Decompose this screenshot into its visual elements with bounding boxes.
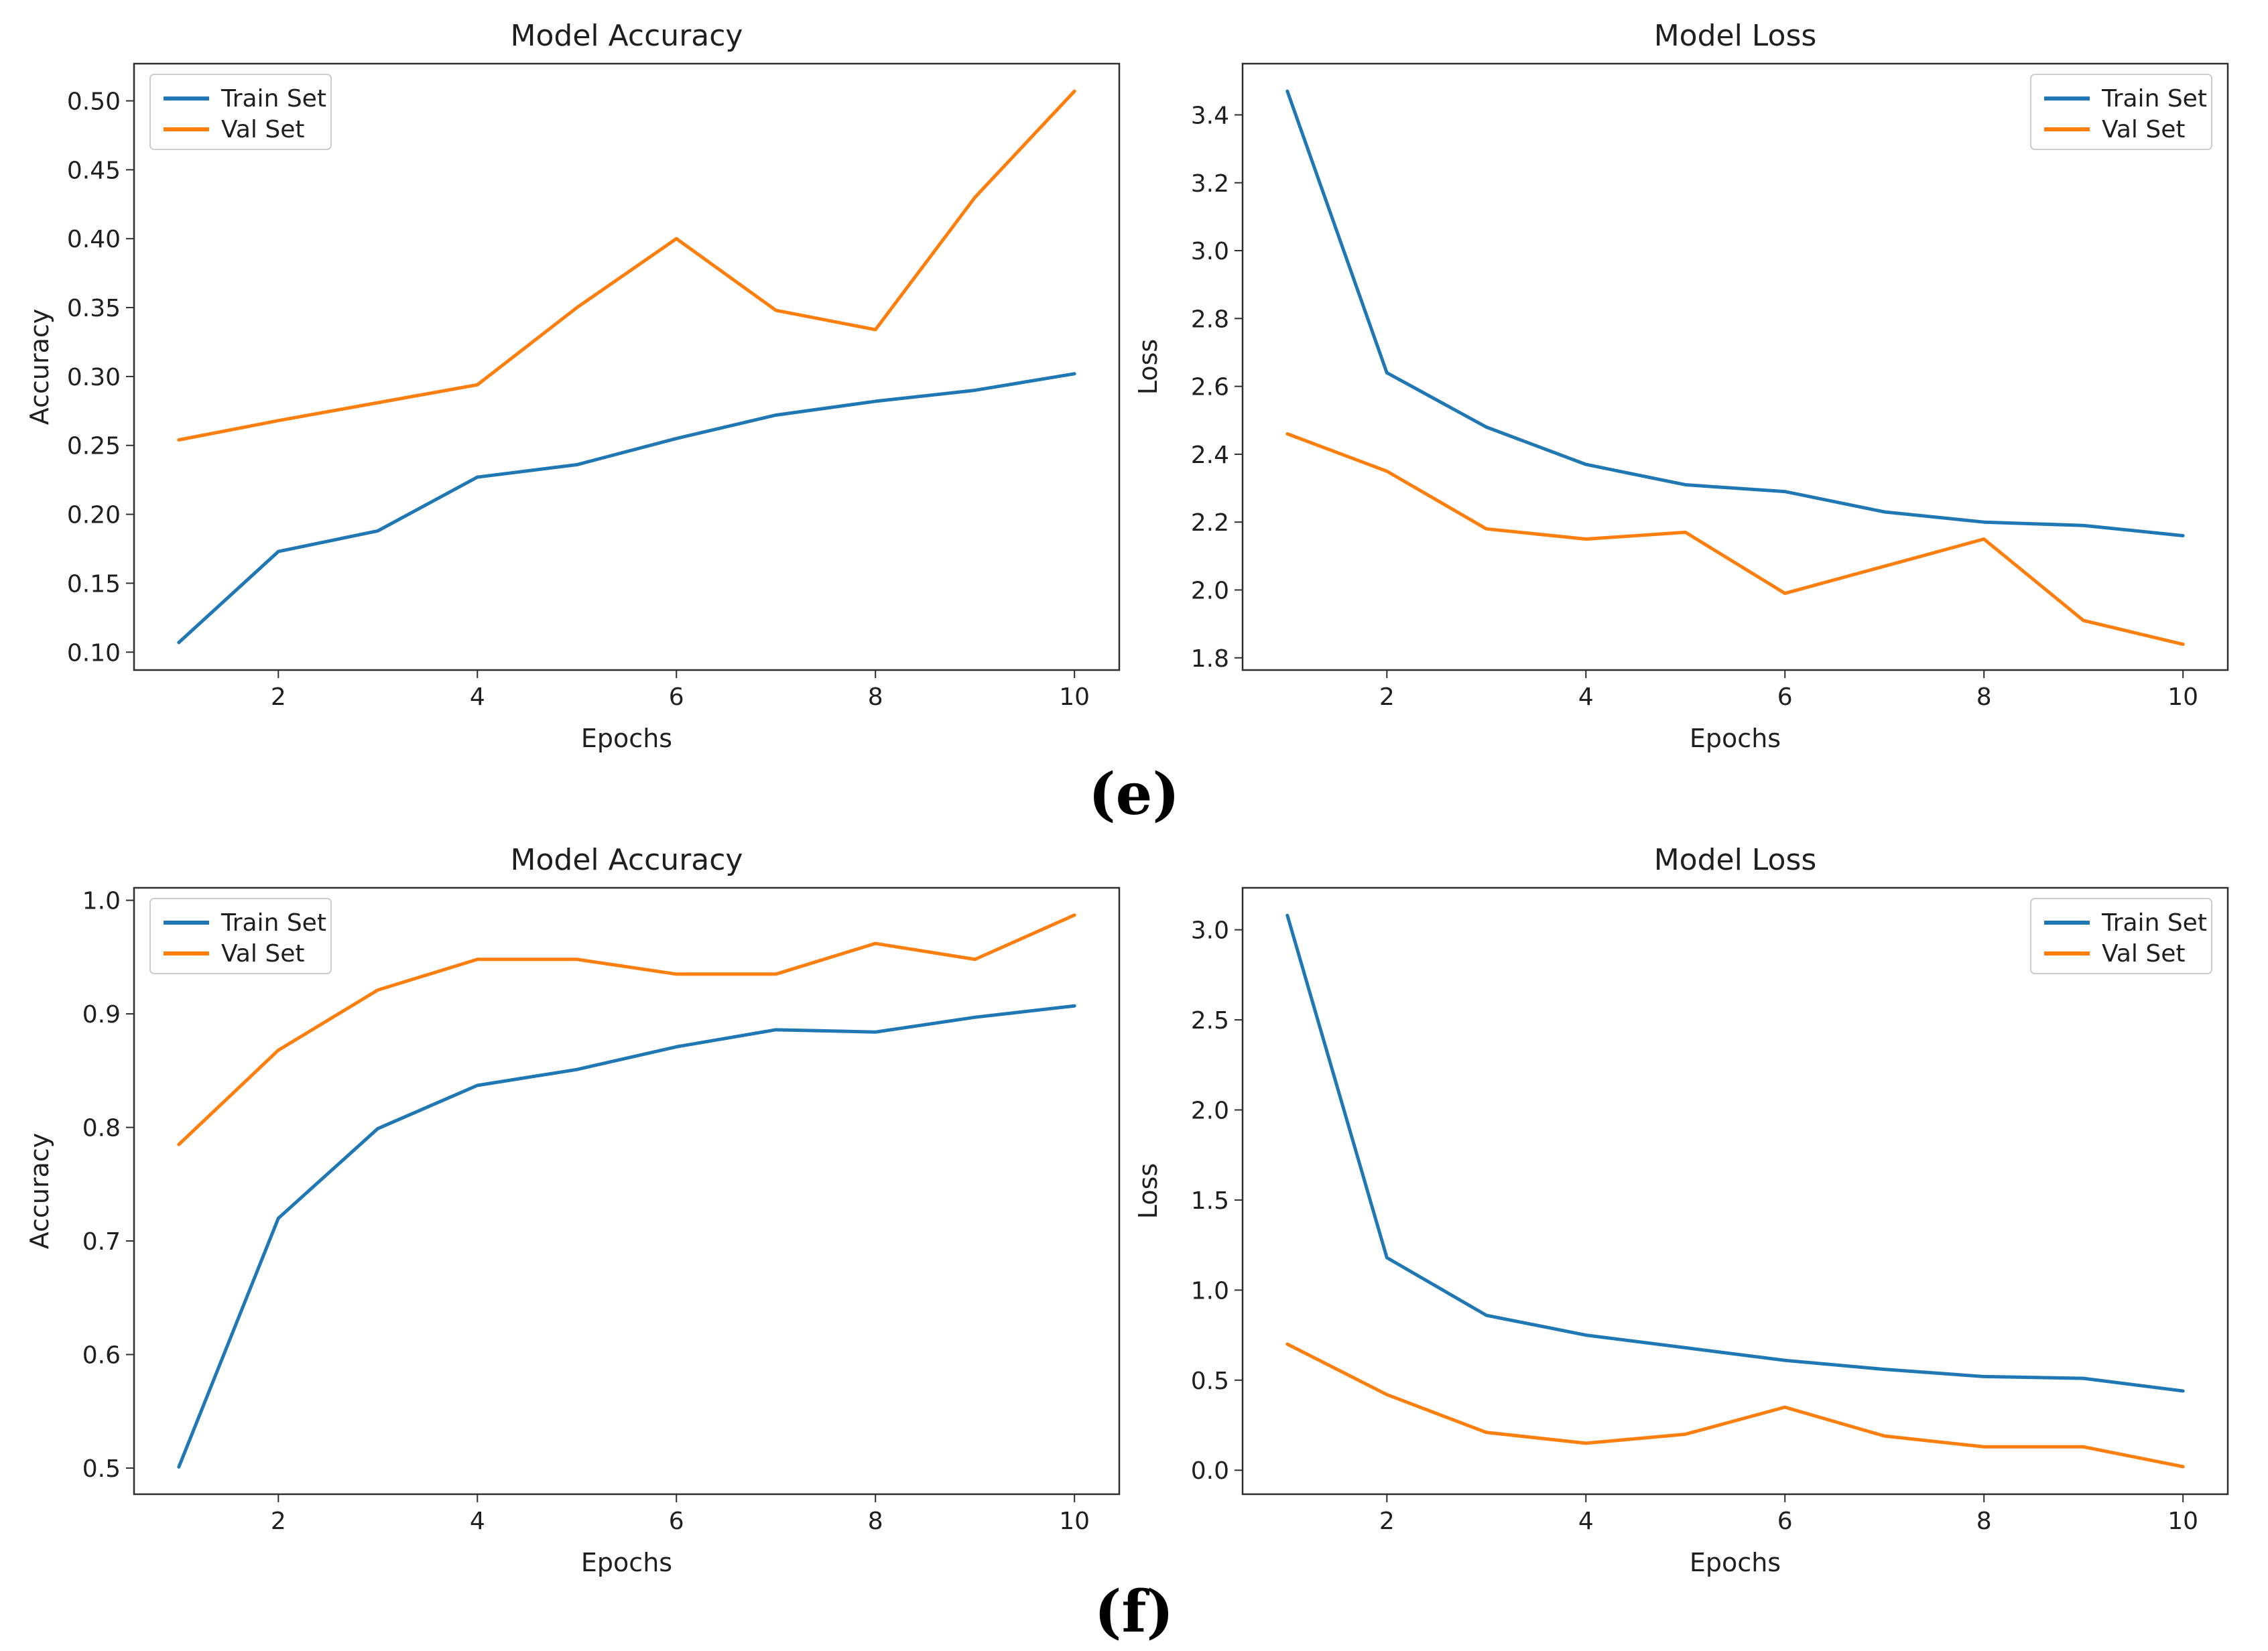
- x-axis-tick-label: 6: [669, 683, 684, 711]
- x-axis-tick-label: 6: [1777, 683, 1793, 711]
- x-axis-label: Epochs: [1690, 724, 1781, 753]
- y-axis-label: Loss: [1133, 1163, 1163, 1219]
- x-axis-tick-label: 4: [470, 683, 485, 711]
- panel-caption-f: (f): [1094, 1578, 1174, 1646]
- legend-label-train-set: Train Set: [220, 909, 326, 937]
- plot-area: [133, 886, 1121, 1496]
- chart-title: Model Loss: [1654, 843, 1817, 877]
- x-axis-label: Epochs: [1690, 1548, 1781, 1577]
- y-axis-tick-label: 2.6: [1191, 374, 1229, 401]
- chart-model-accuracy-f: 2 4 6 8 10 0.5 0.6 0.7 0.8 0.9 1.0 Model Accuracy Ep…: [20, 838, 1159, 1608]
- x-axis-tick-label: 8: [868, 1508, 883, 1535]
- model-accuracy-f-canvas: 2 4 6 8 10 0.5 0.6 0.7 0.8 0.9 1.0 Model Accuracy Ep…: [25, 843, 1121, 1577]
- chart-title: Model Loss: [1654, 19, 1817, 53]
- x-axis-tick-label: 4: [1578, 1508, 1594, 1535]
- series-line-val-set: [1285, 1342, 2185, 1469]
- y-axis-tick-label: 0.6: [82, 1342, 121, 1370]
- plot-area: [1241, 886, 2229, 1496]
- x-axis-tick-label: 2: [1379, 1508, 1395, 1535]
- chart-title: Model Accuracy: [511, 19, 743, 53]
- legend-label-val-set: Val Set: [221, 116, 304, 143]
- y-axis-tick-label: 3.0: [1191, 238, 1229, 265]
- plot-area: [1241, 62, 2229, 671]
- chart-model-accuracy-e: 2 4 6 8 10 0.10 0.15 0.20 0.25 0.30 0.35 0.40 0.45 0.…: [20, 13, 1159, 784]
- y-axis-tick-label: 2.8: [1191, 306, 1229, 333]
- x-axis-tick-label: 8: [1976, 683, 1992, 711]
- y-axis-label: Loss: [1133, 339, 1163, 395]
- legend-label-train-set: Train Set: [220, 85, 326, 113]
- y-axis-tick-label: 0.45: [67, 157, 121, 184]
- y-axis-tick-label: 2.5: [1191, 1007, 1229, 1035]
- plot-area: [133, 62, 1121, 671]
- y-axis-tick-label: 0.40: [67, 226, 121, 253]
- x-axis-tick-label: 6: [1777, 1508, 1793, 1535]
- legend-label-train-set: Train Set: [2101, 85, 2207, 113]
- y-axis-tick-label: 2.4: [1191, 442, 1229, 469]
- x-axis-label: Epochs: [581, 1548, 672, 1577]
- panel-caption-e: (e): [1088, 761, 1180, 828]
- legend: Train Set Val Set: [149, 74, 332, 150]
- y-axis-tick-label: 0.10: [67, 639, 121, 667]
- y-axis-tick-label: 3.0: [1191, 917, 1229, 945]
- y-axis-tick-label: 0.9: [82, 1001, 121, 1029]
- legend: Train Set Val Set: [2030, 74, 2212, 150]
- y-axis-label: Accuracy: [25, 1133, 54, 1250]
- y-axis-tick-label: 2.0: [1191, 577, 1229, 604]
- series-line-train-set: [1285, 89, 2185, 537]
- x-axis-tick-label: 10: [1059, 683, 1090, 711]
- x-axis-tick-label: 2: [271, 1508, 286, 1535]
- legend: Train Set Val Set: [149, 898, 332, 974]
- y-axis-tick-label: 2.2: [1191, 509, 1229, 537]
- chart-title: Model Accuracy: [511, 843, 743, 877]
- series-line-train-set: [177, 1004, 1076, 1469]
- y-axis-tick-label: 2.0: [1191, 1098, 1229, 1125]
- legend-label-train-set: Train Set: [2101, 909, 2207, 937]
- y-axis-tick-label: 0.25: [67, 433, 121, 460]
- series-line-train-set: [1285, 913, 2185, 1393]
- y-axis-tick-label: 0.30: [67, 364, 121, 391]
- x-axis-label: Epochs: [581, 724, 672, 753]
- y-axis-tick-label: 0.5: [1191, 1368, 1229, 1395]
- series-line-val-set: [177, 89, 1076, 442]
- y-axis-tick-label: 0.15: [67, 570, 121, 598]
- series-line-train-set: [177, 372, 1076, 645]
- model-loss-f-canvas: 2 4 6 8 10 0.0 0.5 1.0 1.5 2.0 2.5 3.0 Model Loss Epo…: [1133, 843, 2229, 1577]
- model-loss-e-canvas: 2 4 6 8 10 1.8 2.0 2.2 2.4 2.6 2.8 3.0 3.2 3.4 Model L…: [1133, 19, 2229, 753]
- y-axis-tick-label: 0.50: [67, 88, 121, 116]
- y-axis-tick-label: 0.7: [82, 1228, 121, 1256]
- y-axis-tick-label: 0.8: [82, 1115, 121, 1142]
- x-axis-tick-label: 2: [1379, 683, 1395, 711]
- y-axis-tick-label: 1.5: [1191, 1187, 1229, 1215]
- chart-model-loss-e: 2 4 6 8 10 1.8 2.0 2.2 2.4 2.6 2.8 3.0 3.2 3.4 Model L…: [1129, 13, 2268, 784]
- x-axis-tick-label: 10: [2167, 683, 2198, 711]
- legend-label-val-set: Val Set: [2102, 940, 2185, 968]
- chart-model-loss-f: 2 4 6 8 10 0.0 0.5 1.0 1.5 2.0 2.5 3.0 Model Loss Epo…: [1129, 838, 2268, 1608]
- y-axis-label: Accuracy: [25, 309, 54, 425]
- y-axis-tick-label: 0.5: [82, 1455, 121, 1483]
- y-axis-tick-label: 1.8: [1191, 645, 1229, 673]
- series-line-val-set: [177, 913, 1076, 1146]
- y-axis-tick-label: 0.35: [67, 295, 121, 322]
- y-axis-tick-label: 3.2: [1191, 170, 1229, 198]
- model-accuracy-e-canvas: 2 4 6 8 10 0.10 0.15 0.20 0.25 0.30 0.35 0.40 0.45 0.…: [25, 19, 1121, 753]
- y-axis-tick-label: 3.4: [1191, 102, 1229, 129]
- x-axis-tick-label: 4: [1578, 683, 1594, 711]
- series-line-val-set: [1285, 432, 2185, 647]
- x-axis-tick-label: 2: [271, 683, 286, 711]
- x-axis-tick-label: 4: [470, 1508, 485, 1535]
- legend-label-val-set: Val Set: [221, 940, 304, 968]
- y-axis-tick-label: 1.0: [1191, 1277, 1229, 1305]
- y-axis-tick-label: 1.0: [82, 888, 121, 915]
- legend: Train Set Val Set: [2030, 898, 2212, 974]
- x-axis-tick-label: 10: [2167, 1508, 2198, 1535]
- legend-label-val-set: Val Set: [2102, 116, 2185, 143]
- y-axis-tick-label: 0.20: [67, 502, 121, 529]
- x-axis-tick-label: 8: [868, 683, 883, 711]
- x-axis-tick-label: 6: [669, 1508, 684, 1535]
- x-axis-tick-label: 8: [1976, 1508, 1992, 1535]
- y-axis-tick-label: 0.0: [1191, 1457, 1229, 1485]
- x-axis-tick-label: 10: [1059, 1508, 1090, 1535]
